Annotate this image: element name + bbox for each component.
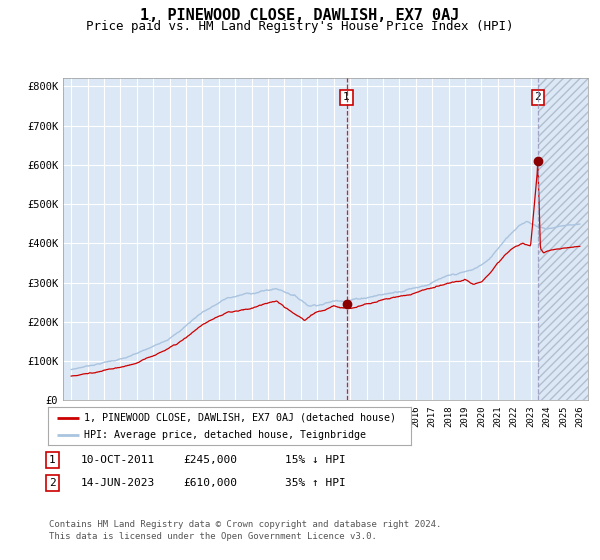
Text: 35% ↑ HPI: 35% ↑ HPI — [285, 478, 346, 488]
Text: HPI: Average price, detached house, Teignbridge: HPI: Average price, detached house, Teig… — [84, 430, 366, 440]
Text: 1: 1 — [49, 455, 56, 465]
Text: Price paid vs. HM Land Registry's House Price Index (HPI): Price paid vs. HM Land Registry's House … — [86, 20, 514, 32]
Text: 10-OCT-2011: 10-OCT-2011 — [81, 455, 155, 465]
Text: 1: 1 — [343, 92, 350, 102]
Text: 15% ↓ HPI: 15% ↓ HPI — [285, 455, 346, 465]
Text: Contains HM Land Registry data © Crown copyright and database right 2024.
This d: Contains HM Land Registry data © Crown c… — [49, 520, 442, 541]
Bar — [538, 78, 600, 400]
Text: 1, PINEWOOD CLOSE, DAWLISH, EX7 0AJ: 1, PINEWOOD CLOSE, DAWLISH, EX7 0AJ — [140, 8, 460, 24]
Text: £245,000: £245,000 — [183, 455, 237, 465]
Text: 2: 2 — [535, 92, 541, 102]
Text: £610,000: £610,000 — [183, 478, 237, 488]
Text: 1, PINEWOOD CLOSE, DAWLISH, EX7 0AJ (detached house): 1, PINEWOOD CLOSE, DAWLISH, EX7 0AJ (det… — [84, 413, 397, 423]
Text: 2: 2 — [49, 478, 56, 488]
Text: 14-JUN-2023: 14-JUN-2023 — [81, 478, 155, 488]
